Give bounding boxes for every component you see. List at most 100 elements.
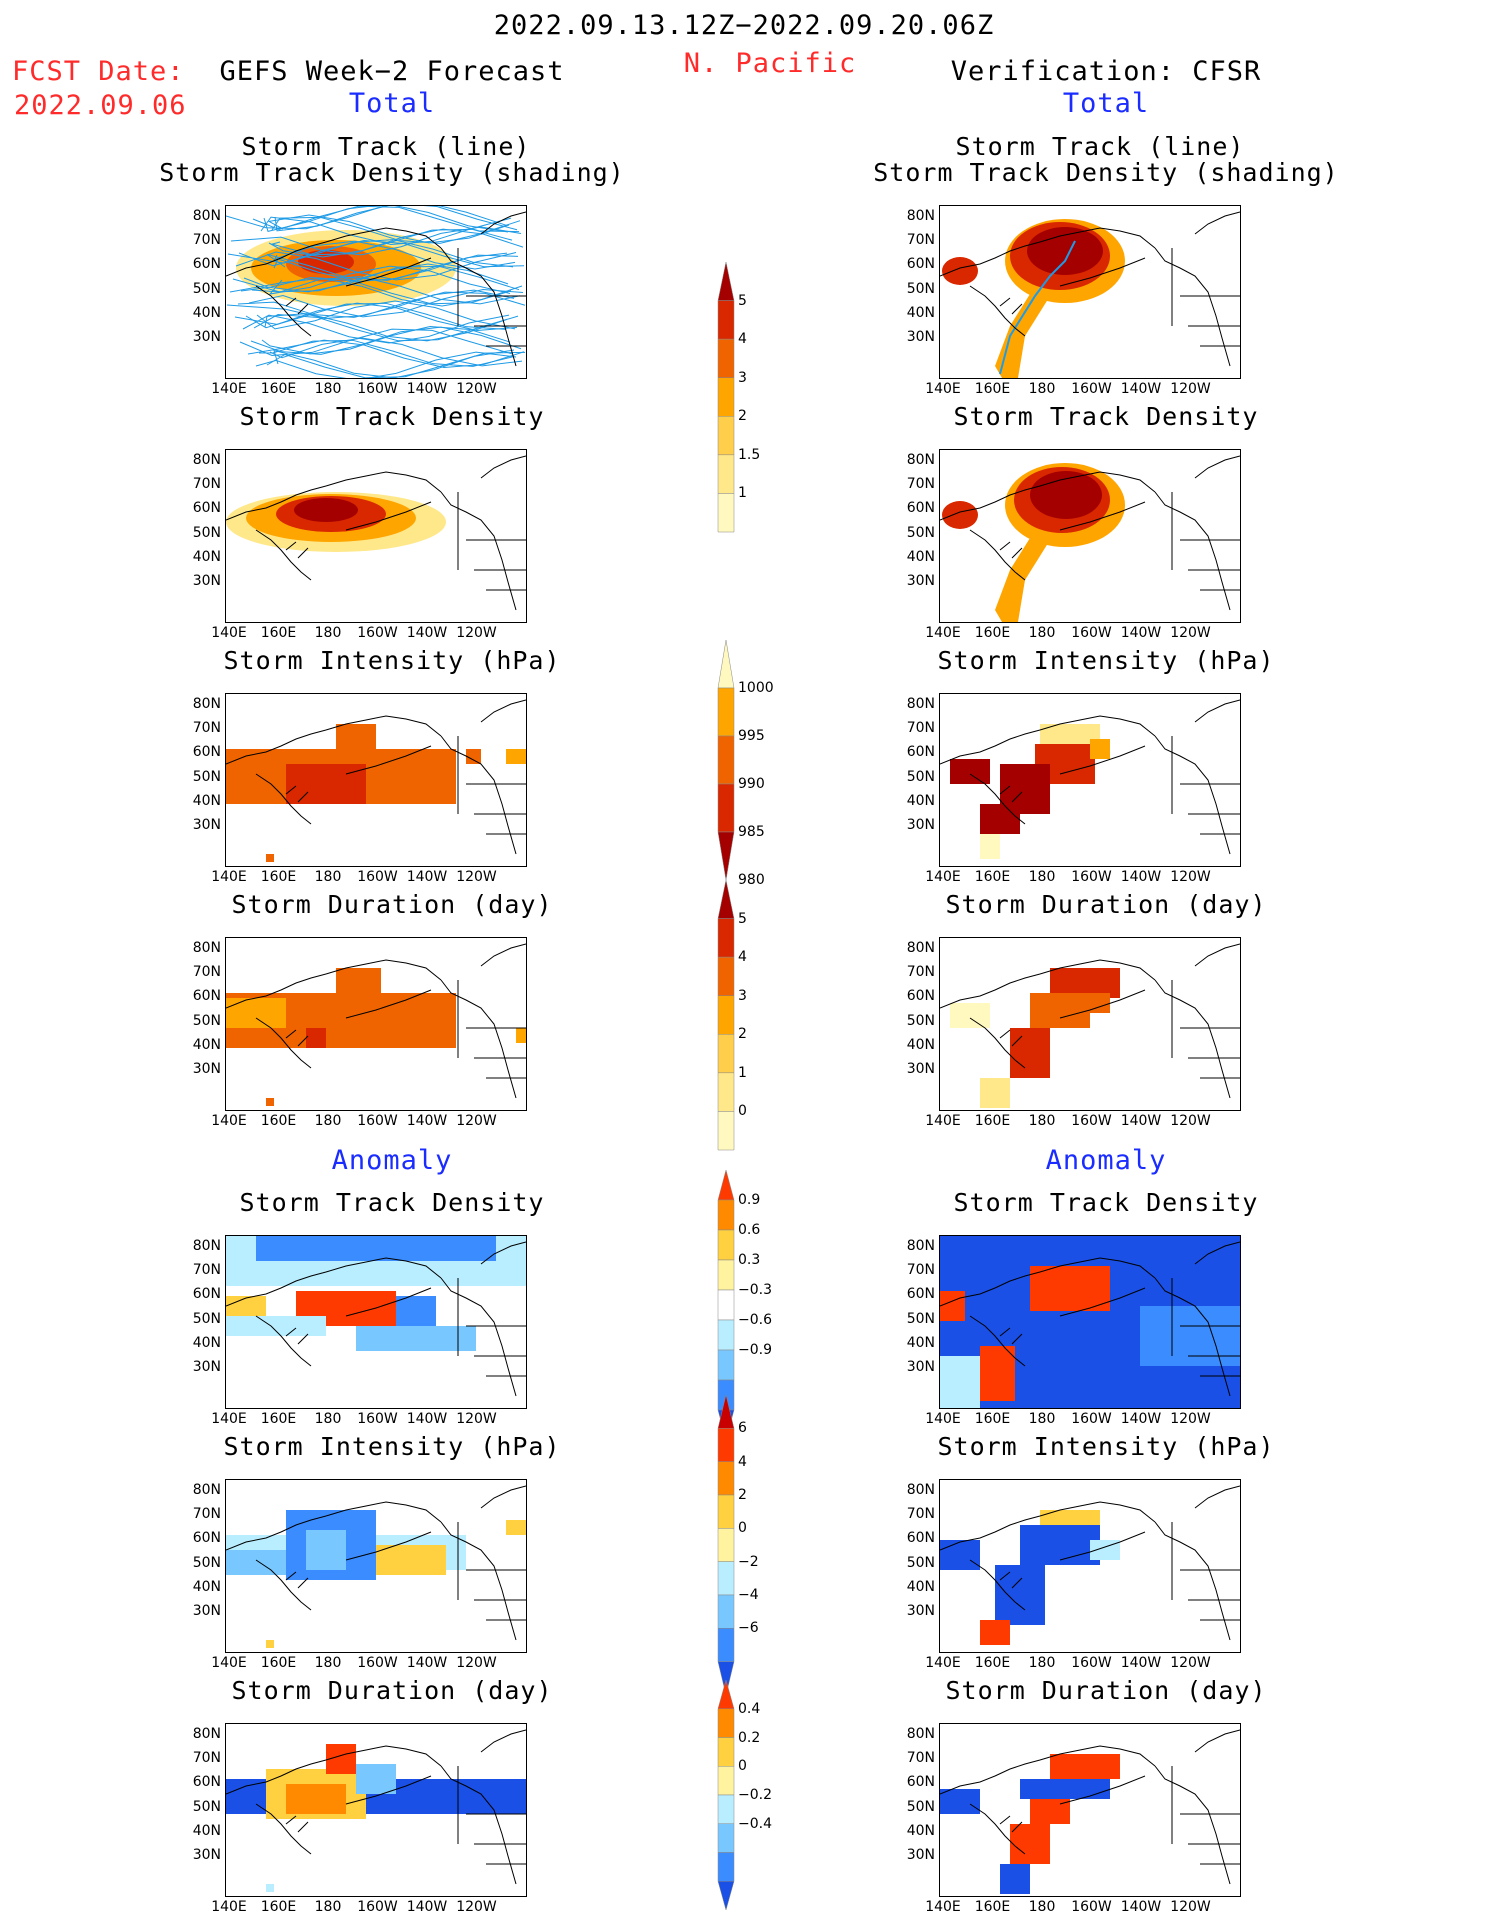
colorbar-label: 1000 xyxy=(738,680,774,696)
colorbar-swatch xyxy=(717,783,735,833)
latitude-label: 80N xyxy=(192,940,221,957)
latitude-label: 50N xyxy=(192,524,221,541)
longitude-label: 140W xyxy=(1120,1899,1162,1915)
storm-track-line xyxy=(256,300,516,330)
title-track-shading-right: Storm Track Density (shading) xyxy=(873,158,1339,187)
colorbar-swatch xyxy=(717,1561,735,1596)
duration-anomaly-cell xyxy=(1050,1754,1120,1779)
longitude-label: 140E xyxy=(211,1655,247,1671)
longitude-label: 140W xyxy=(406,1411,448,1427)
latitude-label: 70N xyxy=(906,1750,935,1767)
region-title: N. Pacific xyxy=(683,48,857,79)
colorbar-swatch xyxy=(717,1794,735,1824)
verification-intensity-anom-map xyxy=(939,1479,1241,1653)
colorbar-label: −2 xyxy=(738,1553,759,1570)
longitude-label: 180 xyxy=(314,625,342,641)
colorbar-swatch xyxy=(717,1766,735,1796)
verification-density-anom-map xyxy=(939,1235,1241,1409)
longitude-label: 160E xyxy=(260,1899,297,1915)
intensity-cell xyxy=(506,749,526,764)
colorbar-swatch xyxy=(717,262,735,301)
duration-cell xyxy=(306,1028,326,1048)
density-anomaly-cell xyxy=(356,1326,476,1351)
longitude-label: 180 xyxy=(1028,1899,1056,1915)
title-duration-right: Storm Duration (day) xyxy=(945,890,1267,919)
longitude-label: 140W xyxy=(1120,625,1162,641)
latitude-label: 50N xyxy=(192,280,221,297)
latitude-label: 60N xyxy=(192,256,221,273)
colorbar-swatch xyxy=(717,1349,735,1381)
duration-cell xyxy=(1010,1028,1050,1078)
colorbar-label: 0.4 xyxy=(738,1700,761,1717)
colorbar-label: 0 xyxy=(738,1520,747,1537)
latitude-label: 80N xyxy=(906,1726,935,1743)
latitude-label: 80N xyxy=(192,1726,221,1743)
longitude-label: 160W xyxy=(1071,1899,1112,1915)
longitude-label: 160E xyxy=(974,869,1011,885)
latitude-label: 80N xyxy=(192,208,221,225)
longitude-label: 180 xyxy=(314,1113,342,1129)
storm-track-line xyxy=(274,206,518,232)
longitude-label: 160E xyxy=(260,381,297,397)
intensity-anomaly-cell xyxy=(506,1520,526,1535)
latitude-label: 40N xyxy=(192,1578,221,1595)
latitude-label: 30N xyxy=(192,328,221,345)
longitude-label: 120W xyxy=(1170,381,1211,397)
duration-cell xyxy=(1030,993,1090,1028)
longitude-label: 140W xyxy=(406,1655,448,1671)
latitude-label: 40N xyxy=(906,792,935,809)
colorbar-swatch xyxy=(717,338,735,378)
longitude-label: 160W xyxy=(357,1411,398,1427)
title-density-anom-left: Storm Track Density xyxy=(239,1188,545,1217)
density-anomaly-cell xyxy=(226,1296,266,1316)
storm-track-line xyxy=(266,351,526,378)
intensity-anomaly-cell xyxy=(376,1545,446,1575)
intensity-cell xyxy=(286,764,366,804)
longitude-label: 140W xyxy=(406,625,448,641)
forecast-intensity-anom-map xyxy=(225,1479,527,1653)
longitude-label: 160E xyxy=(974,381,1011,397)
longitude-label: 120W xyxy=(1170,1411,1211,1427)
colorbar-label: 3 xyxy=(738,369,747,386)
colorbar-label: −0.2 xyxy=(738,1787,772,1803)
density-shading xyxy=(942,501,978,529)
colorbar-swatch xyxy=(717,1199,735,1231)
latitude-label: 70N xyxy=(192,1750,221,1767)
storm-track-line xyxy=(251,276,521,305)
colorbar-swatch xyxy=(717,1881,735,1911)
latitude-label: 80N xyxy=(906,696,935,713)
density-anomaly-cell xyxy=(226,1316,326,1336)
longitude-label: 140E xyxy=(925,869,961,885)
longitude-label: 120W xyxy=(1170,625,1211,641)
longitude-label: 140E xyxy=(211,1113,247,1129)
latitude-label: 40N xyxy=(906,1578,935,1595)
latitude-label: 50N xyxy=(906,524,935,541)
latitude-label: 70N xyxy=(192,1506,221,1523)
latitude-label: 30N xyxy=(906,328,935,345)
density-anomaly-cell xyxy=(940,1356,980,1408)
longitude-label: 160E xyxy=(974,1411,1011,1427)
forecast-intensity-map xyxy=(225,693,527,867)
storm-track-line xyxy=(226,206,507,230)
colorbar-label: 0 xyxy=(738,1103,747,1120)
longitude-label: 180 xyxy=(314,1899,342,1915)
longitude-label: 140E xyxy=(211,1899,247,1915)
latitude-label: 70N xyxy=(906,1262,935,1279)
longitude-label: 140E xyxy=(925,381,961,397)
forecast-track-line-map xyxy=(225,205,527,379)
colorbar-swatch xyxy=(717,735,735,785)
longitude-label: 120W xyxy=(456,1899,497,1915)
latitude-label: 40N xyxy=(906,1822,935,1839)
latitude-label: 60N xyxy=(192,744,221,761)
colorbar-swatch xyxy=(717,1680,735,1709)
intensity-cell xyxy=(336,724,376,759)
longitude-label: 180 xyxy=(1028,1411,1056,1427)
colorbar-label: 0.2 xyxy=(738,1729,761,1746)
colorbar-swatch xyxy=(717,880,735,919)
duration-cell xyxy=(226,998,286,1028)
density-shading xyxy=(942,257,978,285)
latitude-label: 50N xyxy=(192,768,221,785)
colorbar-duration_anom xyxy=(717,1680,735,1911)
colorbar-swatch xyxy=(717,454,735,494)
longitude-label: 180 xyxy=(1028,869,1056,885)
